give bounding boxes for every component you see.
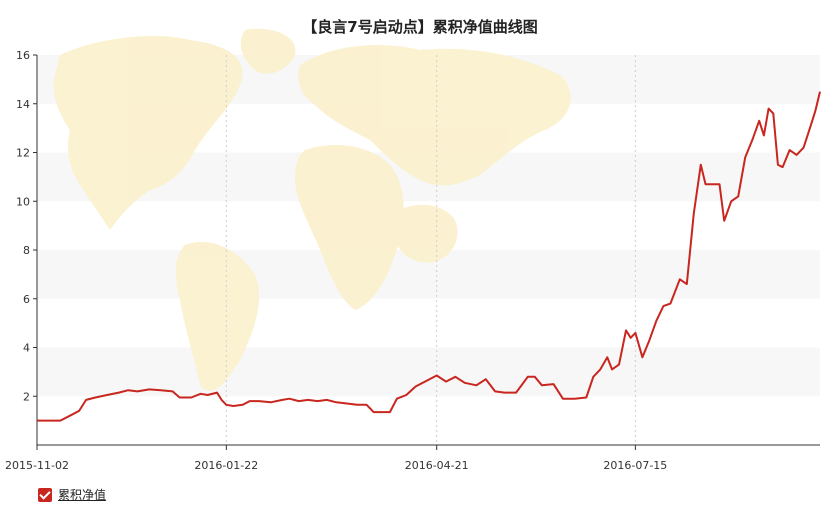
x-tick-label: 2016-04-21 (405, 459, 469, 472)
australia-shape (393, 204, 458, 263)
legend-item[interactable]: 累积净值 (38, 486, 106, 503)
y-tick-label: 6 (23, 293, 30, 306)
y-tick-label: 10 (16, 195, 30, 208)
chart-title: 【良言7号启动点】累积净值曲线图 (302, 18, 537, 36)
legend-label: 累积净值 (58, 488, 107, 502)
x-tick-label: 2015-11-02 (5, 459, 69, 472)
north-america-shape (53, 35, 243, 230)
y-tick-label: 12 (16, 147, 30, 160)
x-axis-ticks: 2015-11-02 2016-01-22 2016-04-21 2016-07-15 (5, 445, 667, 472)
y-tick-label: 16 (16, 49, 30, 62)
y-tick-label: 8 (23, 244, 30, 257)
south-america-shape (175, 241, 260, 391)
x-tick-label: 2016-01-22 (194, 459, 258, 472)
y-axis-ticks: 2 4 6 8 10 12 14 16 (16, 49, 37, 403)
y-tick-label: 14 (16, 98, 30, 111)
y-tick-label: 4 (23, 342, 30, 355)
grid-band (37, 347, 820, 397)
africa-shape (295, 145, 404, 310)
world-map-watermark (53, 28, 571, 391)
europe-asia-shape (298, 45, 571, 186)
checkbox-checked-icon[interactable] (38, 487, 52, 502)
x-tick-label: 2016-07-15 (603, 459, 667, 472)
y-tick-label: 2 (23, 390, 30, 403)
greenland-shape (240, 28, 296, 74)
series-line-nav (37, 91, 821, 422)
vertical-gridlines (225, 55, 636, 445)
